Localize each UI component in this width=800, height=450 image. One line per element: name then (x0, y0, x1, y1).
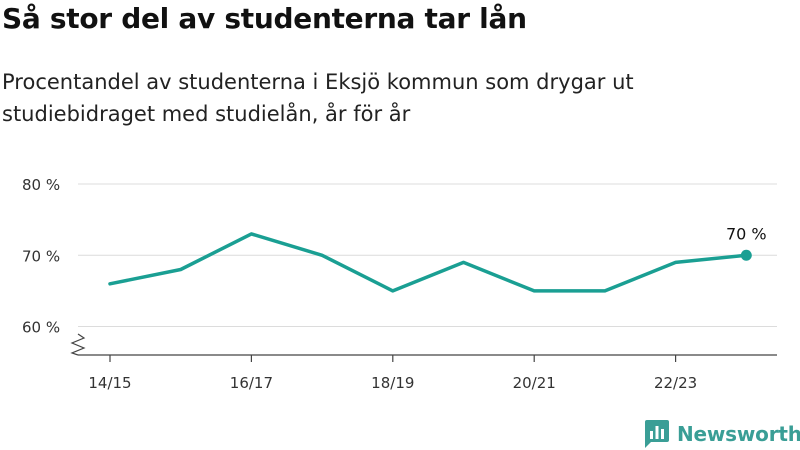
brand-name: Newsworthy (677, 422, 800, 446)
x-tick-label: 20/21 (513, 374, 556, 392)
chart-subtitle: Procentandel av studenterna i Eksjö komm… (2, 70, 634, 126)
newsworthy-logo-icon (645, 420, 669, 448)
y-tick-label: 80 % (22, 176, 60, 194)
x-tick-label: 16/17 (230, 374, 273, 392)
y-tick-label: 70 % (22, 247, 60, 265)
brand-logo: Newsworthy (645, 420, 800, 448)
data-point-marker (740, 249, 752, 261)
x-tick-label: 14/15 (88, 374, 131, 392)
chart-title: Så stor del av studenterna tar lån (2, 2, 527, 35)
data-label: 70 % (726, 224, 767, 243)
axis-break-icon (70, 333, 86, 356)
series-line-0 (108, 232, 749, 293)
x-tick-label: 22/23 (654, 374, 697, 392)
y-tick-label: 60 % (22, 319, 60, 337)
x-tick-label: 18/19 (371, 374, 414, 392)
